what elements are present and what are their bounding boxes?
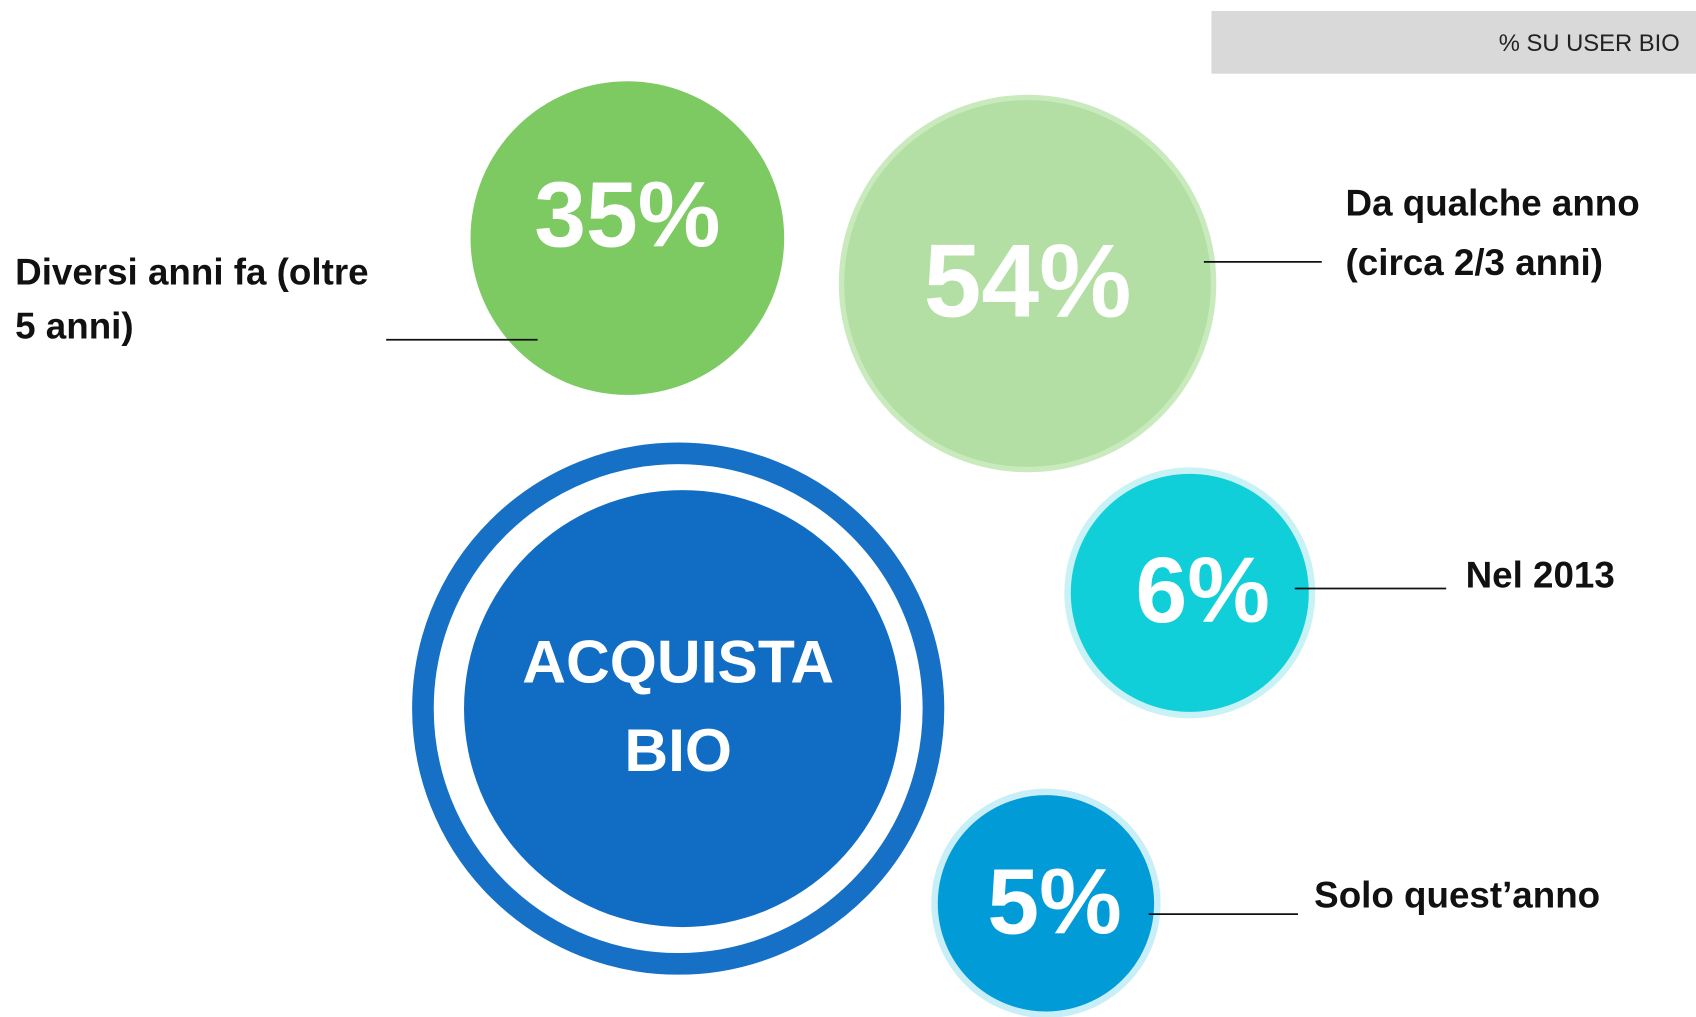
label: Nel 2013 [1466, 554, 1615, 595]
center-circle [464, 490, 901, 928]
badge: % SU USER BIO [1499, 30, 1680, 57]
percent: 54% [924, 223, 1132, 339]
label: Solo quest’anno [1314, 875, 1600, 916]
center-text: BIO [624, 716, 732, 784]
bubble [931, 788, 1161, 1017]
bubble [470, 81, 785, 395]
label: 5 anni) [15, 306, 133, 347]
label: Da qualche anno [1346, 182, 1640, 223]
center-text: ACQUISTA [522, 627, 834, 695]
label: Diversi anni fa (oltre [15, 252, 368, 293]
percent: 35% [534, 162, 720, 266]
badge-box [1211, 10, 1696, 74]
percent: 5% [987, 849, 1121, 953]
label: (circa 2/3 anni) [1346, 242, 1603, 283]
percent: 6% [1136, 538, 1270, 642]
bubble [838, 94, 1217, 473]
bubble [1064, 467, 1316, 719]
